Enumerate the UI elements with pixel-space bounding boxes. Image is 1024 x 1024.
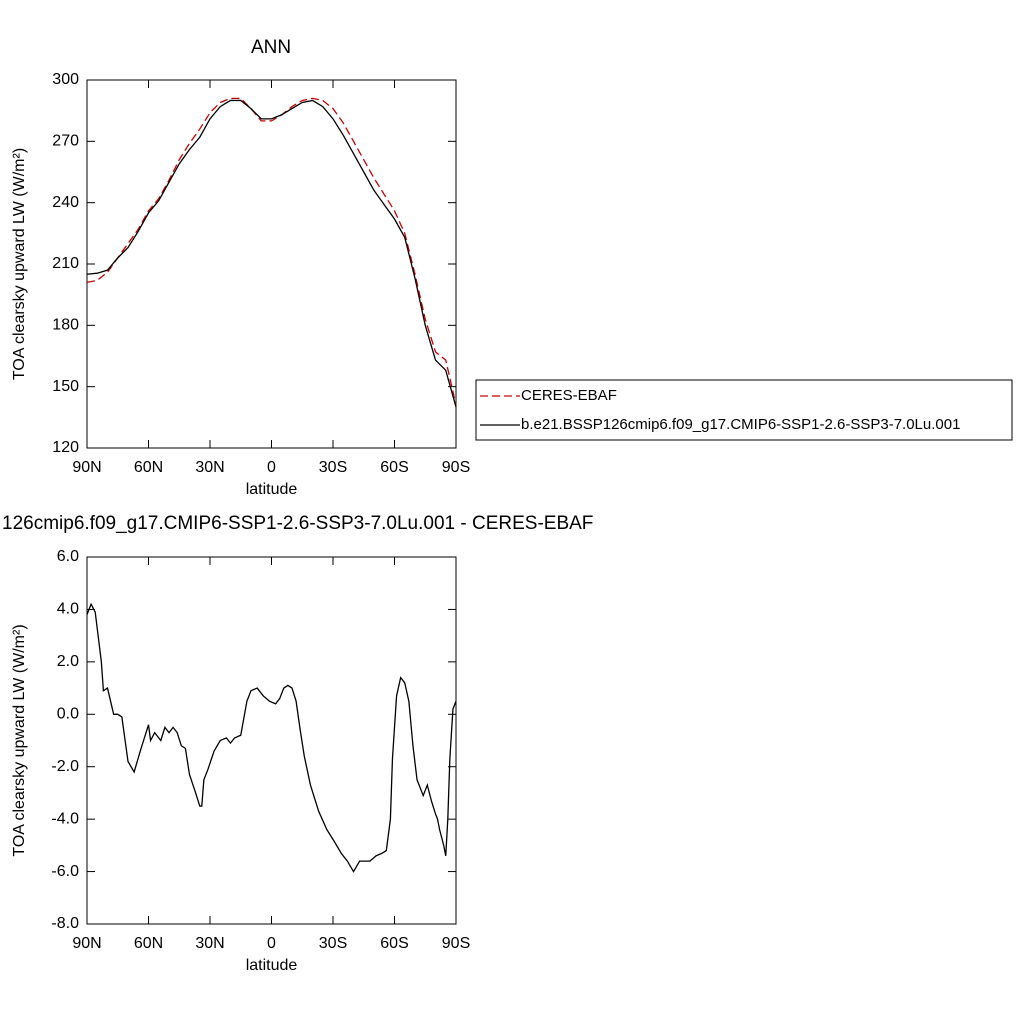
x-axis-label: latitude xyxy=(246,957,298,974)
y-tick-label: 0.0 xyxy=(57,706,79,723)
y-tick-label: -4.0 xyxy=(51,810,79,827)
x-tick-label: 60N xyxy=(134,935,163,952)
y-tick-label: 300 xyxy=(52,71,79,88)
y-tick-label: 240 xyxy=(52,194,79,211)
y-tick-label: 210 xyxy=(52,255,79,272)
y-tick-label: -8.0 xyxy=(51,915,79,932)
line-series xyxy=(86,97,457,406)
y-axis-label: TOA clearsky upward LW (W/m²) xyxy=(11,624,28,856)
y-tick-label: 120 xyxy=(52,439,79,456)
y-tick-label: 180 xyxy=(52,317,79,334)
legend-box xyxy=(475,379,1013,441)
y-axis-label: TOA clearsky upward LW (W/m²) xyxy=(11,148,28,380)
y-tick-label: 2.0 xyxy=(57,653,79,670)
chart-title: 126cmip6.f09_g17.CMIP6-SSP1-2.6-SSP3-7.0… xyxy=(2,513,593,534)
line-series xyxy=(86,99,457,408)
plot-frame xyxy=(86,556,457,925)
x-tick-label: 0 xyxy=(267,459,276,476)
line-series xyxy=(86,602,457,873)
x-tick-label: 90N xyxy=(72,935,101,952)
x-tick-label: 90N xyxy=(72,459,101,476)
x-tick-label: 0 xyxy=(267,935,276,952)
x-tick-label: 90S xyxy=(442,935,470,952)
x-tick-label: 30S xyxy=(319,459,347,476)
x-tick-label: 30N xyxy=(195,459,224,476)
legend-label: b.e21.BSSP126cmip6.f09_g17.CMIP6-SSP1-2.… xyxy=(521,416,960,433)
x-tick-label: 30S xyxy=(319,935,347,952)
chart-title: ANN xyxy=(251,37,291,58)
y-tick-label: 4.0 xyxy=(57,601,79,618)
x-tick-label: 60S xyxy=(380,459,408,476)
y-tick-label: -2.0 xyxy=(51,758,79,775)
y-tick-label: 150 xyxy=(52,378,79,395)
y-tick-label: 270 xyxy=(52,133,79,150)
x-axis-label: latitude xyxy=(246,481,298,498)
x-tick-label: 60S xyxy=(380,935,408,952)
y-tick-label: -6.0 xyxy=(51,863,79,880)
legend-label: CERES-EBAF xyxy=(521,387,617,404)
x-tick-label: 60N xyxy=(134,459,163,476)
x-tick-label: 30N xyxy=(195,935,224,952)
plot-frame xyxy=(86,79,457,449)
x-tick-label: 90S xyxy=(442,459,470,476)
y-tick-label: 6.0 xyxy=(57,548,79,565)
